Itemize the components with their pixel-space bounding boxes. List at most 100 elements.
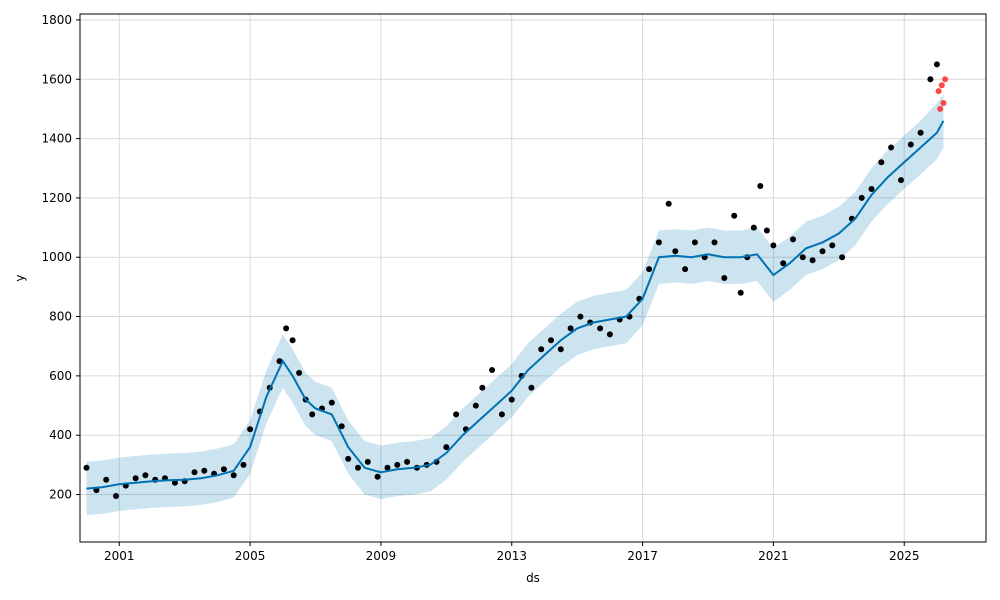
observed-point [338,423,345,430]
observed-point [289,337,296,344]
observed-points [83,61,940,499]
chart-grid [80,14,986,542]
observed-point [577,313,584,320]
observed-point [898,177,904,184]
observed-point [770,242,777,249]
observed-point [927,76,934,83]
observed-point [201,467,208,474]
observed-point [799,254,806,261]
observed-point [597,325,604,332]
observed-point [606,331,613,338]
observed-point [809,257,816,264]
observed-point [247,426,254,433]
observed-point [665,200,672,207]
observed-point [933,61,940,68]
observed-point [453,411,460,418]
y-tick-label: 1000 [41,250,72,264]
x-tick-label: 2021 [758,549,789,563]
observed-point [839,254,846,261]
y-tick-label: 800 [49,310,72,324]
observed-point [113,493,119,499]
x-tick-label: 2001 [104,549,135,563]
observed-point [672,248,679,255]
observed-point [132,475,139,482]
recent-point [938,82,945,89]
observed-point [384,464,391,471]
observed-point [528,384,535,391]
observed-point [567,325,574,332]
observed-point [682,266,689,273]
recent-point [937,105,944,112]
observed-point [878,159,885,166]
observed-point [917,129,924,136]
x-tick-label: 2013 [496,549,527,563]
observed-point [858,194,865,201]
observed-point [907,141,914,148]
observed-point [472,402,479,409]
observed-point [750,224,757,231]
observed-point [888,144,895,151]
observed-point [763,227,770,234]
observed-point [345,455,352,462]
observed-point [489,367,496,373]
recent-point [942,76,949,83]
y-tick-label: 400 [49,428,72,442]
observed-point [364,458,371,465]
observed-point [691,239,698,246]
observed-point [374,473,381,480]
observed-point [646,266,653,273]
y-tick-label: 1400 [41,132,72,146]
y-axis-label: y [13,274,27,281]
y-tick-label: 1200 [41,191,72,205]
x-tick-label: 2025 [889,549,920,563]
observed-point [220,466,227,473]
observed-point [557,346,564,353]
observed-point [83,464,90,471]
observed-point [721,275,728,281]
observed-point [171,479,178,486]
observed-point [240,461,247,468]
observed-point [283,325,290,332]
x-tick-label: 2005 [235,549,266,563]
observed-point [142,472,149,479]
x-tick-label: 2009 [366,549,397,563]
observed-point [443,444,450,451]
observed-point [829,242,836,249]
x-tick-label: 2017 [627,549,658,563]
y-axis-ticks: 200 400 600 800 1000 1200 1400 1600 1800 [41,13,80,502]
observed-point [498,411,505,418]
observed-point [230,472,237,479]
observed-point [479,384,486,391]
observed-point [328,399,335,406]
y-tick-label: 600 [49,369,72,383]
x-axis-ticks: 2001 2005 2009 2013 2017 2021 2025 [104,542,920,563]
observed-point [355,464,361,471]
recent-points [935,76,949,112]
y-tick-label: 1600 [41,72,72,86]
y-tick-label: 1800 [41,13,72,27]
recent-point [940,100,947,106]
observed-point [103,476,110,483]
observed-point [548,337,554,344]
uncertainty-band [86,94,944,516]
recent-point [935,88,942,95]
observed-point [790,236,796,243]
observed-point [711,239,718,246]
observed-point [538,346,545,353]
plot-frame [79,13,987,543]
observed-point [296,369,303,376]
observed-point [819,248,826,255]
observed-point [404,458,411,465]
observed-point [394,461,401,468]
observed-point [276,358,283,365]
observed-point [655,239,662,246]
observed-point [731,212,738,219]
observed-point [780,260,787,267]
observed-point [737,289,744,296]
forecast-line [86,120,945,490]
observed-point [309,411,316,418]
observed-point [508,396,515,403]
observed-point [868,186,875,192]
x-axis-label: ds [526,571,540,585]
